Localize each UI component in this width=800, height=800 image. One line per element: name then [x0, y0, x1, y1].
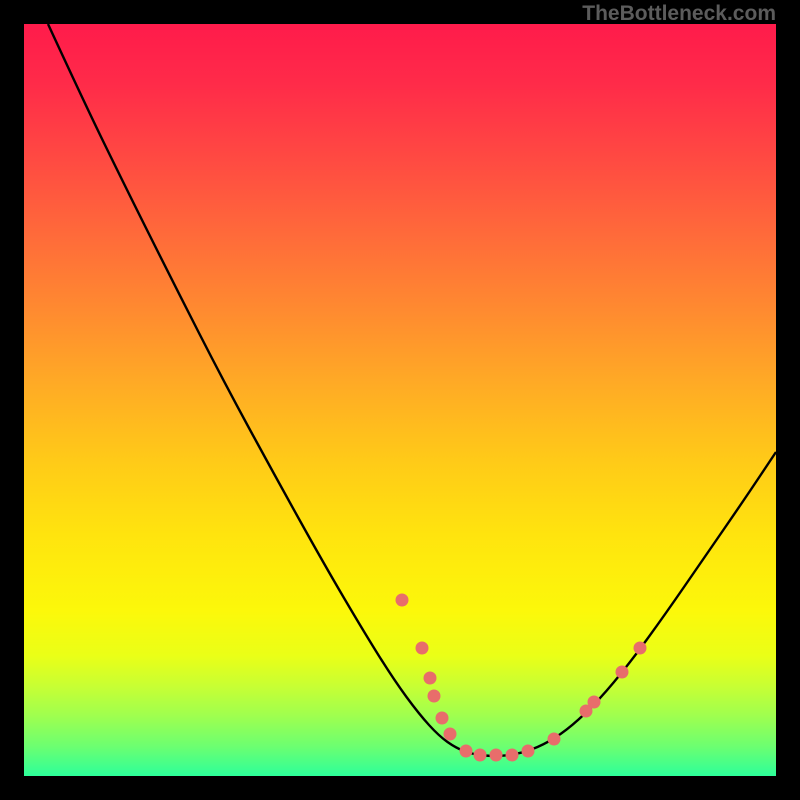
marker-point — [490, 749, 503, 762]
bottleneck-curve — [48, 24, 776, 756]
chart-overlay — [24, 24, 776, 776]
marker-point — [424, 672, 437, 685]
marker-point — [522, 745, 535, 758]
marker-point — [444, 728, 457, 741]
watermark-text: TheBottleneck.com — [582, 2, 776, 26]
marker-point — [396, 594, 409, 607]
marker-point — [548, 733, 561, 746]
chart-container: TheBottleneck.com — [0, 0, 800, 800]
marker-point — [460, 745, 473, 758]
marker-point — [588, 696, 601, 709]
marker-point — [436, 712, 449, 725]
marker-point — [506, 749, 519, 762]
marker-point — [416, 642, 429, 655]
marker-group — [396, 594, 647, 762]
marker-point — [634, 642, 647, 655]
marker-point — [474, 749, 487, 762]
marker-point — [428, 690, 441, 703]
plot-area — [24, 24, 776, 776]
marker-point — [616, 666, 629, 679]
